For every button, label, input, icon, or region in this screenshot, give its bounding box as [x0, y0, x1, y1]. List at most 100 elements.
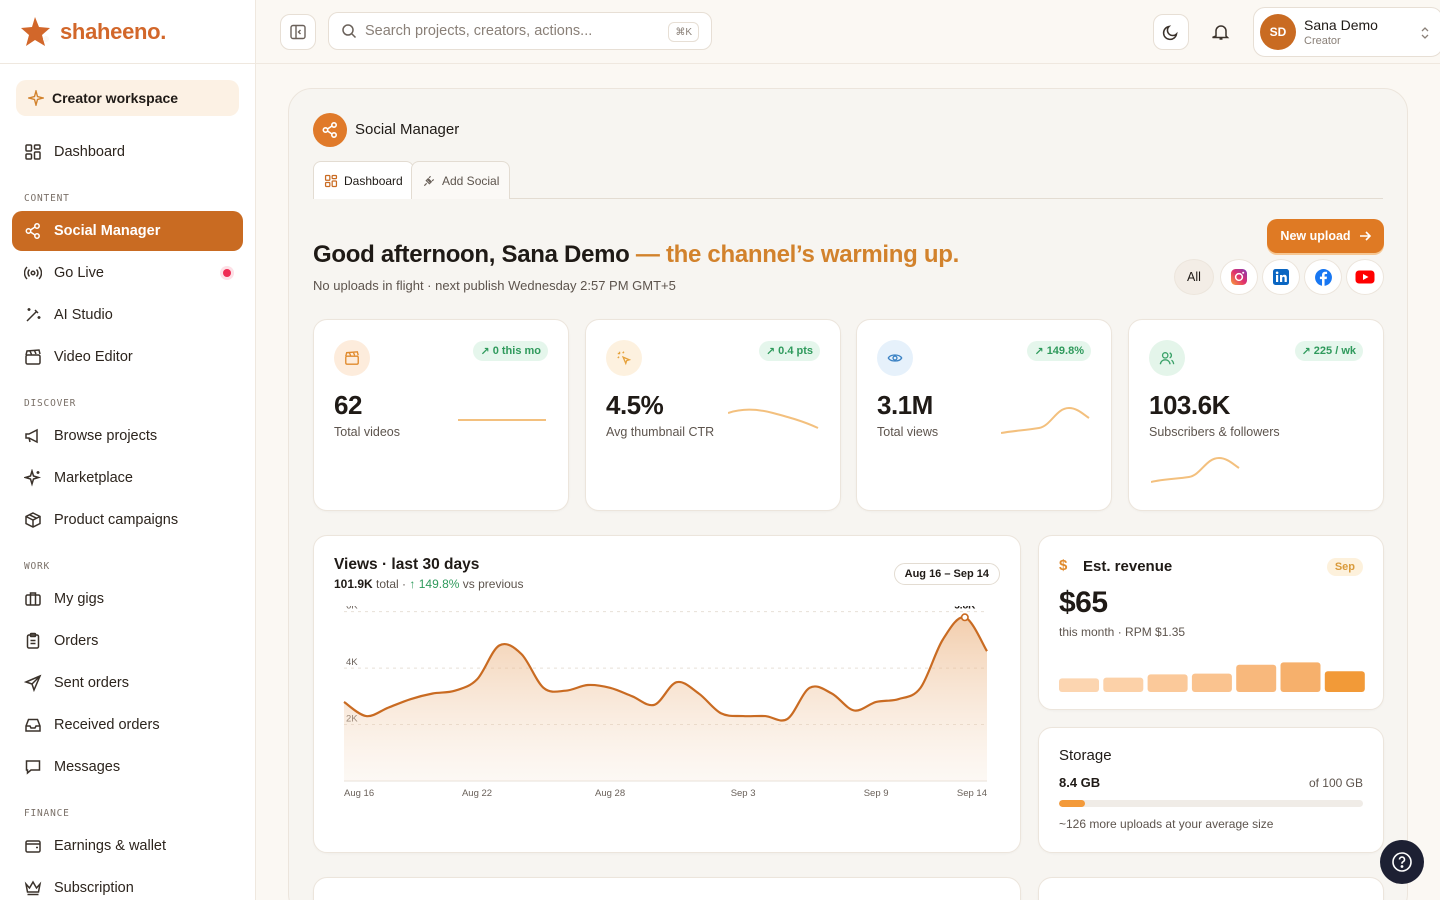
views-total: 101.9K: [334, 577, 373, 591]
user-menu[interactable]: SD Sana Demo Creator: [1253, 7, 1440, 57]
kpi-delta-text: 225 / wk: [1313, 345, 1356, 357]
sidebar-item-marketplace[interactable]: Marketplace: [12, 458, 243, 498]
sidebar-item-messages[interactable]: Messages: [12, 747, 243, 787]
sidebar-item-orders[interactable]: Orders: [12, 621, 243, 661]
filter-youtube[interactable]: [1346, 259, 1384, 295]
x-tick-label: Aug 22: [462, 788, 492, 799]
new-upload-label: New upload: [1280, 229, 1351, 243]
sidebar-item-label: AI Studio: [54, 307, 113, 323]
y-tick-label: 4K: [346, 657, 358, 668]
live-indicator-dot: [223, 269, 231, 277]
brand-name: shaheeno.: [60, 18, 167, 44]
storage-note: ~126 more uploads at your average size: [1059, 817, 1274, 831]
revenue-month-badge: Sep: [1326, 558, 1363, 576]
section-work: WORK: [24, 561, 51, 572]
x-tick-label: Sep 3: [731, 788, 756, 799]
kpi-delta-text: 149.8%: [1046, 345, 1084, 357]
clapperboard-icon: [345, 351, 359, 365]
x-tick-label: Aug 16: [344, 788, 374, 799]
kpi-label: Total videos: [334, 425, 401, 439]
date-range-pill[interactable]: Aug 16 – Sep 14: [893, 563, 1000, 585]
sidebar-item-video-editor[interactable]: Video Editor: [12, 337, 243, 377]
clapperboard-icon: [25, 349, 41, 365]
revenue-value: $65: [1059, 586, 1108, 619]
dashboard-icon: [25, 144, 41, 160]
clipboard-icon: [26, 632, 40, 649]
new-upload-button[interactable]: New upload: [1267, 219, 1384, 253]
filter-all[interactable]: All: [1174, 259, 1214, 295]
kpi-value: 3.1M: [877, 390, 933, 420]
cursor-click-icon: [617, 351, 632, 366]
kpi-card-avg-ctr[interactable]: ↗ 0.4 pts 4.5% Avg thumbnail CTR: [585, 319, 841, 511]
greeting-main: Good afternoon, Sana Demo: [313, 241, 630, 268]
sidebar-item-my-gigs[interactable]: My gigs: [12, 579, 243, 619]
sidebar-item-earnings-wallet[interactable]: Earnings & wallet: [12, 826, 243, 866]
avatar: SD: [1260, 14, 1296, 50]
filter-facebook[interactable]: [1304, 259, 1342, 295]
views-change-suffix: vs previous: [459, 577, 524, 591]
bell-icon: [1212, 25, 1230, 40]
chart-title: Views · last 30 days: [334, 556, 480, 573]
sidebar-item-label: Product campaigns: [54, 512, 179, 528]
tab-label: Add Social: [442, 173, 500, 188]
kpi-sparkline: [1001, 406, 1090, 434]
kpi-delta-badge: ↗ 0 this mo: [473, 341, 548, 361]
kpi-sparkline: [458, 419, 546, 421]
kpi-delta-badge: ↗ 149.8%: [1027, 341, 1091, 361]
peak-point: [960, 613, 969, 622]
sidebar-item-product-campaigns[interactable]: Product campaigns: [12, 500, 243, 540]
brand[interactable]: shaheeno.: [0, 0, 255, 64]
workspace-switcher[interactable]: Creator workspace: [16, 80, 239, 116]
search-input[interactable]: [365, 23, 665, 39]
storage-title: Storage: [1059, 747, 1112, 764]
sidebar-item-label: Subscription: [54, 880, 134, 896]
kpi-delta-badge: ↗ 0.4 pts: [758, 341, 820, 361]
views-chart-card: Views · last 30 days 101.9K total · ↑ 14…: [313, 535, 1021, 853]
revenue-subtext: this month · RPM $1.35: [1059, 625, 1186, 639]
kpi-card-total-views[interactable]: ↗ 149.8% 3.1M Total views: [856, 319, 1112, 511]
crown-icon: [24, 880, 42, 896]
topbar: ⌘K SD Sana Demo Creator: [256, 0, 1440, 64]
arrow-right-icon: [1359, 231, 1371, 241]
sidebar-item-go-live[interactable]: Go Live: [12, 253, 243, 293]
revenue-bar: [1147, 674, 1188, 692]
y-tick-label: 6K: [346, 606, 358, 612]
share-icon: [322, 121, 338, 139]
kpi-delta-text: 0.4 pts: [778, 345, 813, 357]
star-logo-icon: [21, 16, 50, 46]
revenue-bar: [1059, 678, 1099, 692]
tab-add-social[interactable]: Add Social: [411, 161, 511, 199]
instagram-icon: [1231, 269, 1247, 285]
kpi-card-subscribers[interactable]: ↗ 225 / wk 103.6K Subscribers & follower…: [1128, 319, 1384, 511]
storage-total: of 100 GB: [1308, 776, 1363, 790]
notifications-button[interactable]: [1203, 14, 1239, 50]
sidebar-item-browse-projects[interactable]: Browse projects: [12, 416, 243, 456]
box-icon: [25, 512, 41, 528]
views-total-suffix: total ·: [372, 577, 410, 591]
sidebar-item-sent-orders[interactable]: Sent orders: [12, 663, 243, 703]
chevron-updown-icon: [1421, 27, 1429, 39]
toggle-sidebar-button[interactable]: [280, 14, 316, 50]
sidebar-item-ai-studio[interactable]: AI Studio: [12, 295, 243, 335]
revenue-card: $ Est. revenue Sep $65 this month · RPM …: [1038, 535, 1384, 710]
main-panel: Social Manager Dashboard Add Social Good…: [288, 88, 1408, 900]
sidebar-item-social-manager[interactable]: Social Manager: [12, 211, 243, 251]
sidebar-item-received-orders[interactable]: Received orders: [12, 705, 243, 745]
kpi-delta-text: 0 this mo: [492, 345, 541, 357]
filter-linkedin[interactable]: [1262, 259, 1300, 295]
search-bar[interactable]: ⌘K: [328, 12, 712, 50]
help-button[interactable]: [1380, 840, 1424, 884]
search-shortcut: ⌘K: [668, 22, 699, 42]
sidebar-item-dashboard[interactable]: Dashboard: [12, 132, 243, 172]
kpi-card-total-videos[interactable]: ↗ 0 this mo 62 Total videos: [313, 319, 569, 511]
workspace-label: Creator workspace: [52, 90, 179, 106]
bottom-card-right: [1038, 877, 1384, 900]
search-icon: [342, 24, 357, 39]
kpi-sparkline: [1151, 456, 1240, 483]
theme-toggle-button[interactable]: [1153, 14, 1189, 50]
filter-instagram[interactable]: [1220, 259, 1258, 295]
section-discover: DISCOVER: [24, 398, 77, 409]
sidebar-item-subscription[interactable]: Subscription: [12, 868, 243, 900]
tab-dashboard[interactable]: Dashboard: [313, 161, 414, 199]
